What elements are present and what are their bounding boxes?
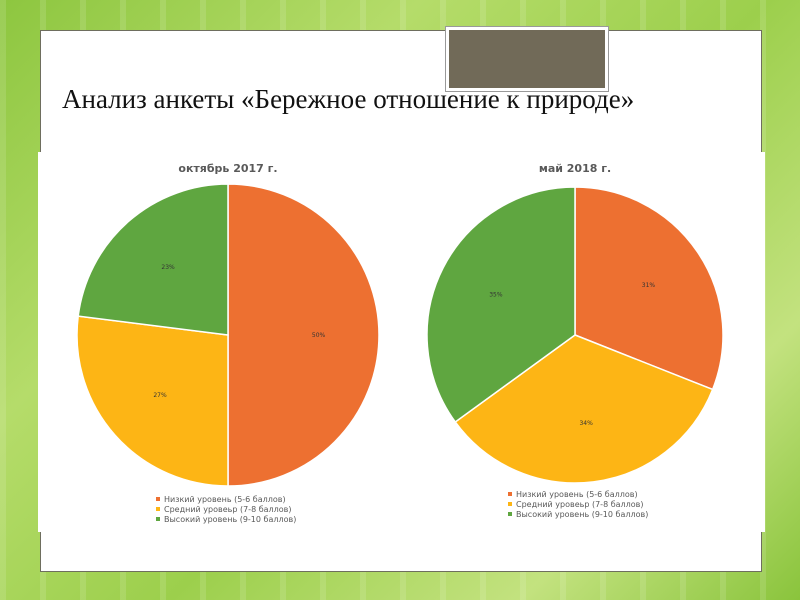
pie-slice — [76, 315, 229, 487]
decorative-tab — [445, 26, 609, 92]
charts-area: октябрь 2017 г. 50% 27% 23% Низкий уровень (… — [38, 152, 765, 532]
data-label: 34% — [579, 420, 593, 427]
pie-slice — [77, 183, 229, 336]
pie-chart-1: май 2018 г. 31% 34% 35% Низкий уровень (5-6 … — [426, 162, 724, 519]
legend-item: Высокий уровень (9-10 баллов) — [516, 510, 648, 519]
data-label: 35% — [489, 292, 503, 299]
legend-item: Высокий уровень (9-10 баллов) — [164, 515, 296, 524]
legend-swatch — [156, 507, 160, 511]
legend-swatch — [508, 492, 512, 496]
charts-svg: октябрь 2017 г. 50% 27% 23% Низкий уровень (… — [76, 162, 724, 524]
legend-item: Низкий уровень (5-6 баллов) — [516, 490, 638, 499]
pie-slice — [227, 183, 380, 487]
legend-swatch — [508, 512, 512, 516]
data-label: 50% — [312, 332, 326, 339]
legend-item: Средний уровеьр (7-8 баллов) — [164, 505, 292, 514]
legend-item: Низкий уровень (5-6 баллов) — [164, 495, 286, 504]
slide-title: Анализ анкеты «Бережное отношение к прир… — [62, 84, 635, 114]
data-label: 27% — [153, 392, 167, 399]
pie-slice — [426, 186, 576, 424]
pie-slice — [454, 334, 714, 484]
pie-slice — [574, 186, 724, 391]
chart-title: октябрь 2017 г. — [178, 162, 277, 175]
pie-chart-0: октябрь 2017 г. 50% 27% 23% Низкий уровень (… — [76, 162, 380, 524]
legend-swatch — [508, 502, 512, 506]
data-label: 23% — [161, 264, 175, 271]
legend-item: Средний уровеьр (7-8 баллов) — [516, 500, 644, 509]
chart-title: май 2018 г. — [539, 162, 611, 175]
legend-swatch — [156, 497, 160, 501]
data-label: 31% — [642, 282, 656, 289]
legend-swatch — [156, 517, 160, 521]
